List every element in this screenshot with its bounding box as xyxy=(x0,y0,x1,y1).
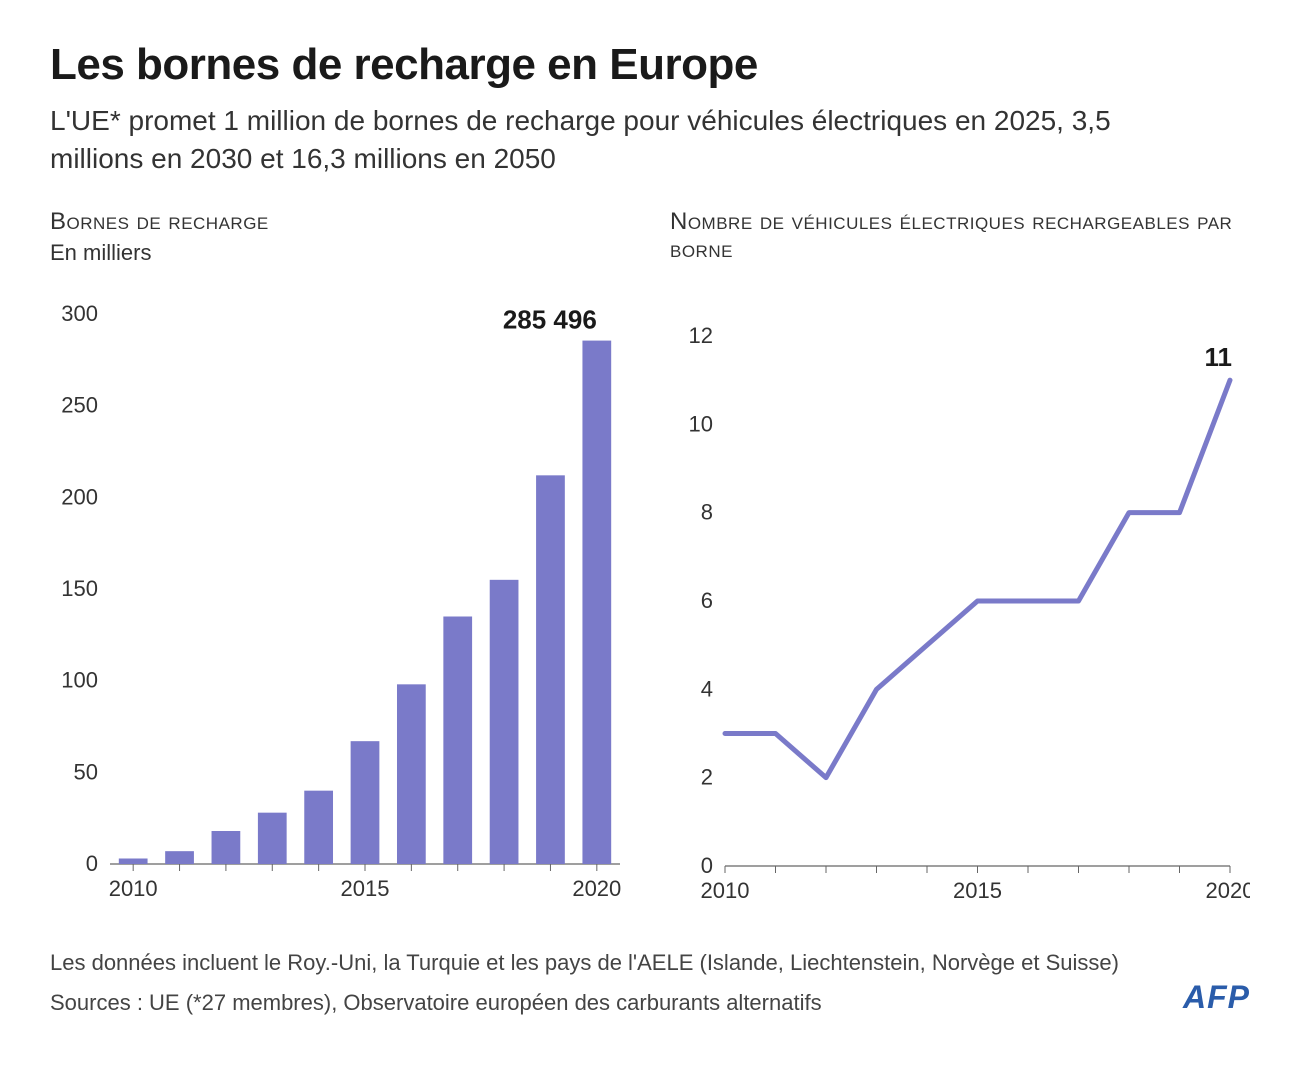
line-chart-body: 0 2 4 6 8 10 12 2010 2015 2020 11 xyxy=(670,296,1250,928)
bar xyxy=(212,831,241,864)
bar xyxy=(304,790,333,863)
line-series xyxy=(725,380,1230,777)
page-title: Les bornes de recharge en Europe xyxy=(50,40,1250,90)
svg-text:2020: 2020 xyxy=(572,876,621,901)
bar xyxy=(490,579,519,863)
bar-chart-svg: 0 50 100 150 200 250 300 2010 2015 2020 285 496 xyxy=(50,274,630,914)
svg-text:300: 300 xyxy=(61,301,98,326)
svg-text:150: 150 xyxy=(61,576,98,601)
svg-text:4: 4 xyxy=(701,676,713,701)
bar-chart-body: 0 50 100 150 200 250 300 2010 2015 2020 285 496 xyxy=(50,274,630,928)
bar xyxy=(258,812,287,863)
svg-text:2020: 2020 xyxy=(1206,878,1250,903)
line-chart-title: Nombre de véhicules électriques recharge… xyxy=(670,208,1250,264)
svg-text:8: 8 xyxy=(701,499,713,524)
svg-text:50: 50 xyxy=(74,759,98,784)
bar xyxy=(536,475,565,864)
svg-text:2010: 2010 xyxy=(109,876,158,901)
charts-container: Bornes de recharge En milliers 050100150… xyxy=(50,208,1250,928)
bar xyxy=(119,858,148,864)
svg-text:2015: 2015 xyxy=(341,876,390,901)
bar-chart-panel: Bornes de recharge En milliers 0 50 100 150… xyxy=(50,208,630,928)
svg-text:250: 250 xyxy=(61,392,98,417)
line-chart-svg: 0 2 4 6 8 10 12 2010 2015 2020 11 xyxy=(670,296,1250,916)
bottom-row: Sources : UE (*27 membres), Observatoire… xyxy=(50,979,1250,1016)
svg-text:100: 100 xyxy=(61,667,98,692)
svg-text:0: 0 xyxy=(701,853,713,878)
bar-chart-title: Bornes de recharge xyxy=(50,208,630,236)
svg-text:2015: 2015 xyxy=(953,878,1002,903)
svg-text:0: 0 xyxy=(86,851,98,876)
bar xyxy=(165,851,194,864)
footnote: Les données incluent le Roy.-Uni, la Tur… xyxy=(50,946,1250,979)
svg-text:10: 10 xyxy=(689,411,713,436)
svg-text:2: 2 xyxy=(701,764,713,789)
line-chart-panel: Nombre de véhicules électriques recharge… xyxy=(670,208,1250,928)
svg-text:6: 6 xyxy=(701,588,713,613)
svg-text:12: 12 xyxy=(689,323,713,348)
bar xyxy=(443,616,472,864)
svg-text:200: 200 xyxy=(61,484,98,509)
bar-callout-label: 285 496 xyxy=(503,304,597,334)
bar xyxy=(582,340,611,863)
bar xyxy=(351,741,380,864)
bar-chart-subtitle: En milliers xyxy=(50,240,630,266)
page-subtitle: L'UE* promet 1 million de bornes de rech… xyxy=(50,102,1200,178)
bar xyxy=(397,684,426,864)
svg-text:2010: 2010 xyxy=(701,878,750,903)
line-callout-label: 11 xyxy=(1205,342,1233,372)
afp-logo: AFP xyxy=(1183,979,1250,1016)
sources: Sources : UE (*27 membres), Observatoire… xyxy=(50,990,822,1016)
